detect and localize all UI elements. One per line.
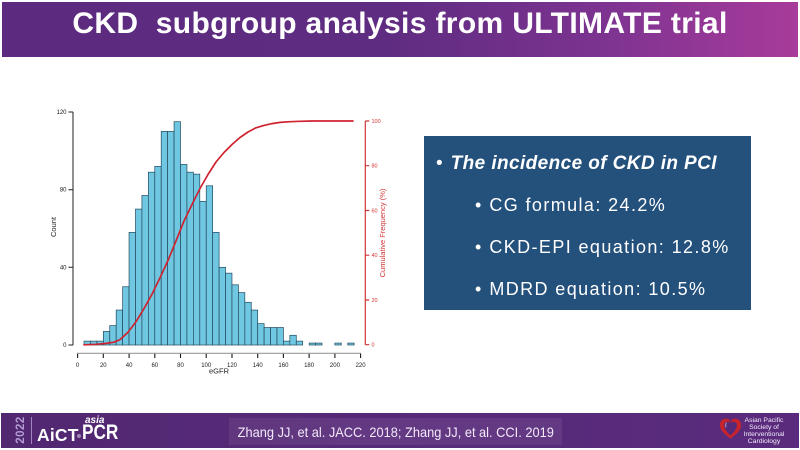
svg-text:100: 100 xyxy=(372,119,381,125)
svg-text:180: 180 xyxy=(304,363,315,369)
svg-text:60: 60 xyxy=(151,363,158,369)
svg-text:Cumulative Frequency (%): Cumulative Frequency (%) xyxy=(378,188,387,277)
svg-text:100: 100 xyxy=(201,363,212,369)
svg-text:40: 40 xyxy=(60,265,67,271)
svg-text:220: 220 xyxy=(356,363,367,369)
svg-text:0: 0 xyxy=(63,343,67,349)
svg-text:120: 120 xyxy=(56,110,67,116)
svg-text:20: 20 xyxy=(100,363,107,369)
svg-text:40: 40 xyxy=(372,253,378,259)
svg-text:140: 140 xyxy=(253,363,264,369)
svg-text:160: 160 xyxy=(278,363,289,369)
svg-text:40: 40 xyxy=(126,363,133,369)
svg-text:0: 0 xyxy=(372,343,375,349)
svg-text:20: 20 xyxy=(372,298,378,304)
svg-text:eGFR: eGFR xyxy=(209,367,230,376)
svg-text:80: 80 xyxy=(60,188,67,194)
svg-text:0: 0 xyxy=(76,363,80,369)
svg-text:120: 120 xyxy=(227,363,238,369)
svg-text:80: 80 xyxy=(372,164,378,170)
svg-text:80: 80 xyxy=(177,363,184,369)
svg-text:Count: Count xyxy=(49,216,58,237)
svg-text:200: 200 xyxy=(330,363,341,369)
svg-text:60: 60 xyxy=(372,209,378,215)
